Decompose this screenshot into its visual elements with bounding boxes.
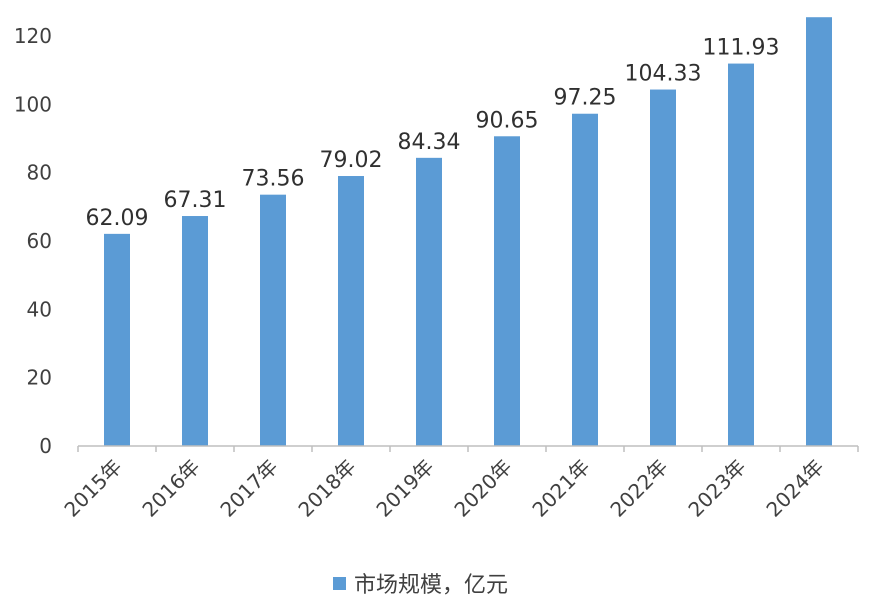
y-tick-label: 120 — [14, 24, 52, 48]
x-tick-label: 2016年 — [137, 455, 204, 522]
y-axis: 0 20 40 60 80 100 120 — [14, 24, 52, 458]
y-tick-label: 80 — [27, 161, 52, 185]
data-label: 104.33 — [625, 62, 702, 87]
bar — [416, 157, 442, 447]
x-tick-label: 2023年 — [683, 455, 750, 522]
data-label: 97.25 — [554, 86, 617, 111]
x-tick-label: 2015年 — [59, 455, 126, 522]
bar — [494, 136, 520, 446]
bar — [182, 216, 208, 446]
bars-group — [104, 17, 832, 447]
x-tick-label: 2020年 — [449, 455, 516, 522]
data-label: 84.34 — [398, 130, 461, 155]
bar — [806, 17, 832, 446]
bar — [260, 194, 286, 446]
x-tick-label: 2017年 — [215, 455, 282, 522]
bar — [650, 89, 676, 446]
x-tick-label: 2022年 — [605, 455, 672, 522]
x-tick-label: 2021年 — [527, 455, 594, 522]
data-label: 73.56 — [242, 167, 305, 192]
y-tick-label: 100 — [14, 92, 52, 116]
y-tick-label: 40 — [27, 297, 52, 321]
data-label: 90.65 — [476, 108, 539, 133]
bar — [728, 63, 754, 446]
bar — [338, 176, 364, 446]
x-tick-label: 2019年 — [371, 455, 438, 522]
y-tick-label: 0 — [39, 434, 52, 458]
data-label: 79.02 — [320, 148, 383, 173]
x-tick-label: 2024年 — [761, 455, 828, 522]
x-axis: 2015年 2016年 2017年 2018年 2019年 2020年 2021年 2022年… — [59, 445, 859, 522]
bar — [572, 113, 598, 447]
data-labels-group: 62.09 67.31 73.56 79.02 84.34 90.65 97.25 104.3… — [86, 36, 780, 231]
data-label: 67.31 — [164, 188, 227, 213]
x-tick-label: 2018年 — [293, 455, 360, 522]
y-tick-label: 60 — [27, 229, 52, 253]
bar — [104, 233, 130, 446]
y-tick-label: 20 — [27, 366, 52, 390]
legend-label: 市场规模，亿元 — [354, 573, 508, 598]
data-label: 111.93 — [703, 36, 780, 61]
legend: 市场规模，亿元 — [333, 573, 508, 598]
legend-swatch — [333, 577, 346, 590]
data-label: 62.09 — [86, 206, 149, 231]
